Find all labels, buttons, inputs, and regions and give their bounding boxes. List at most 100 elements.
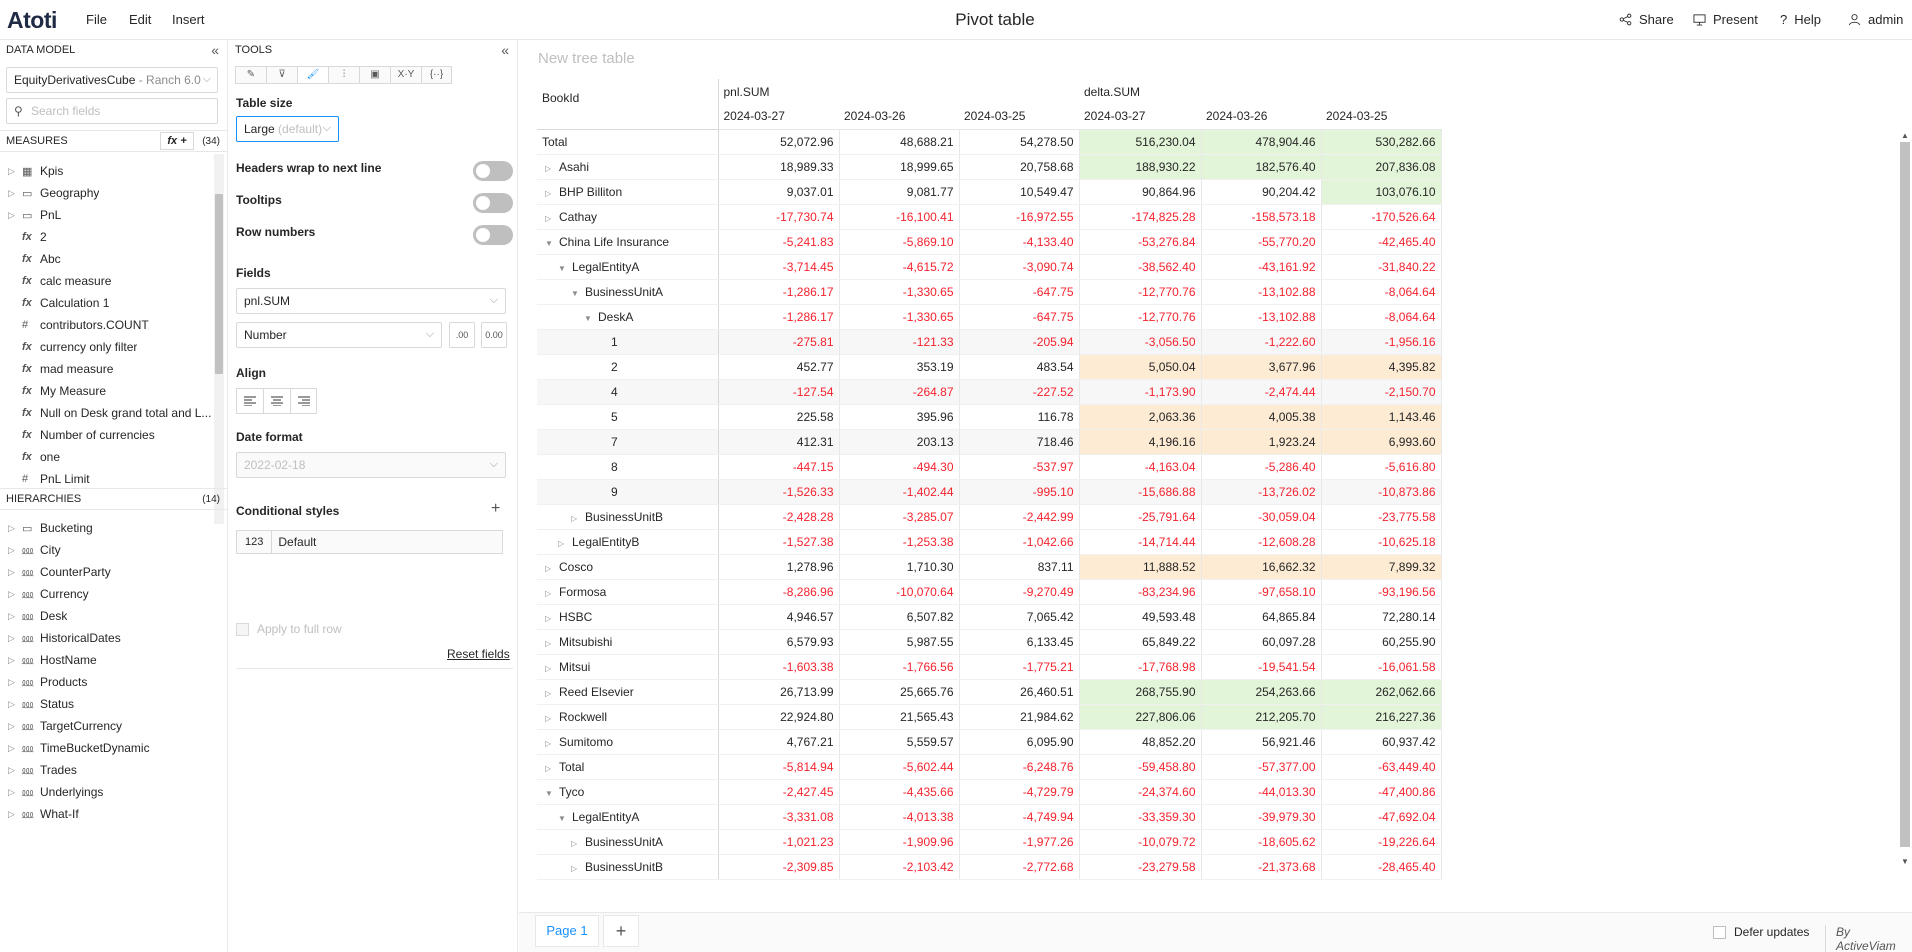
date-header[interactable]: 2024-03-26 <box>839 104 959 130</box>
tree-item[interactable]: fx Calculation 1 <box>0 292 214 314</box>
table-cell[interactable]: -995.10 <box>959 479 1080 505</box>
tree-item[interactable]: ▷ ⅏ TargetCurrency <box>0 715 214 737</box>
table-cell[interactable]: -12,770.76 <box>1079 304 1202 330</box>
table-cell[interactable]: 188,930.22 <box>1079 154 1202 180</box>
table-cell[interactable]: 412.31 <box>718 429 840 455</box>
measures-scrollbar[interactable] <box>214 154 224 524</box>
table-cell[interactable]: -158,573.18 <box>1201 204 1322 230</box>
row-member[interactable]: ▼ Tyco <box>537 779 719 805</box>
table-cell[interactable]: -170,526.64 <box>1321 204 1442 230</box>
table-cell[interactable]: 60,097.28 <box>1201 629 1322 655</box>
tree-item[interactable]: ▷ ⅏ HostName <box>0 649 214 671</box>
table-cell[interactable]: -8,286.96 <box>718 579 840 605</box>
caret-down-icon[interactable]: ▼ <box>584 313 592 323</box>
table-cell[interactable]: 22,924.80 <box>718 704 840 730</box>
row-member[interactable]: 2 <box>537 354 719 380</box>
table-cell[interactable]: -42,465.40 <box>1321 229 1442 255</box>
table-cell[interactable]: -24,374.60 <box>1079 779 1202 805</box>
table-cell[interactable]: 48,852.20 <box>1079 729 1202 755</box>
table-cell[interactable]: 212,205.70 <box>1201 704 1322 730</box>
table-cell[interactable]: 5,559.57 <box>839 729 960 755</box>
table-cell[interactable]: 48,688.21 <box>839 129 960 155</box>
table-cell[interactable]: 718.46 <box>959 429 1080 455</box>
table-cell[interactable]: 21,984.62 <box>959 704 1080 730</box>
table-cell[interactable]: 26,460.51 <box>959 679 1080 705</box>
tree-item[interactable]: fx Null on Desk grand total and L... <box>0 402 214 424</box>
measure-header-pnl[interactable]: pnl.SUM <box>723 84 770 99</box>
date-header[interactable]: 2024-03-27 <box>1079 104 1201 130</box>
table-cell[interactable]: 21,565.43 <box>839 704 960 730</box>
table-cell[interactable]: -3,090.74 <box>959 254 1080 280</box>
table-cell[interactable]: 60,255.90 <box>1321 629 1442 655</box>
table-cell[interactable]: -4,615.72 <box>839 254 960 280</box>
table-cell[interactable]: 4,395.82 <box>1321 354 1442 380</box>
table-cell[interactable]: -1,766.56 <box>839 654 960 680</box>
chevron-right-icon[interactable]: ▷ <box>8 654 15 665</box>
table-cell[interactable]: -1,173.90 <box>1079 379 1202 405</box>
date-header[interactable]: 2024-03-25 <box>959 104 1079 130</box>
defer-updates-checkbox[interactable] <box>1713 925 1726 939</box>
align-center-button[interactable] <box>263 388 290 414</box>
row-member[interactable]: 8 <box>537 454 719 480</box>
table-cell[interactable]: -10,070.64 <box>839 579 960 605</box>
table-cell[interactable]: -2,103.42 <box>839 854 960 880</box>
table-cell[interactable]: -1,909.96 <box>839 829 960 855</box>
table-cell[interactable]: 52,072.96 <box>718 129 840 155</box>
tree-item[interactable]: ▷ ⅏ Desk <box>0 605 214 627</box>
defer-updates[interactable]: Defer updates <box>1713 925 1809 939</box>
table-cell[interactable]: -33,359.30 <box>1079 804 1202 830</box>
table-cell[interactable]: -3,714.45 <box>718 254 840 280</box>
user-menu[interactable]: admin <box>1848 12 1903 27</box>
table-cell[interactable]: -83,234.96 <box>1079 579 1202 605</box>
tree-item[interactable]: ▷ ▭ PnL <box>0 204 214 226</box>
table-cell[interactable]: -19,541.54 <box>1201 654 1322 680</box>
table-cell[interactable]: -31,840.22 <box>1321 254 1442 280</box>
apply-full-row-checkbox[interactable] <box>236 622 249 636</box>
chevron-right-icon[interactable]: ▷ <box>8 165 15 176</box>
table-cell[interactable]: 353.19 <box>839 354 960 380</box>
table-cell[interactable]: 225.58 <box>718 404 840 430</box>
chevron-right-icon[interactable]: ▷ <box>8 522 15 533</box>
table-cell[interactable]: -13,102.88 <box>1201 279 1322 305</box>
row-member[interactable]: ▷ HSBC <box>537 604 719 630</box>
table-cell[interactable]: 6,133.45 <box>959 629 1080 655</box>
table-cell[interactable]: -5,616.80 <box>1321 454 1442 480</box>
style-brush-icon[interactable]: 🖌 <box>297 66 328 84</box>
menu-insert[interactable]: Insert <box>172 12 205 27</box>
table-cell[interactable]: -494.30 <box>839 454 960 480</box>
table-cell[interactable]: -12,770.76 <box>1079 279 1202 305</box>
table-cell[interactable]: 7,065.42 <box>959 604 1080 630</box>
row-member[interactable]: 7 <box>537 429 719 455</box>
tree-item[interactable]: ▷ ▭ Geography <box>0 182 214 204</box>
chevron-right-icon[interactable]: ▷ <box>8 764 15 775</box>
caret-down-icon[interactable]: ▼ <box>558 813 566 823</box>
table-cell[interactable]: -43,161.92 <box>1201 254 1322 280</box>
table-cell[interactable]: -18,605.62 <box>1201 829 1322 855</box>
row-member[interactable]: Total <box>537 129 719 155</box>
chevron-right-icon[interactable]: ▷ <box>8 676 15 687</box>
table-cell[interactable]: -4,749.94 <box>959 804 1080 830</box>
table-cell[interactable]: -1,956.16 <box>1321 329 1442 355</box>
row-numbers-toggle[interactable] <box>473 225 513 245</box>
table-cell[interactable]: -25,791.64 <box>1079 504 1202 530</box>
table-cell[interactable]: -39,979.30 <box>1201 804 1322 830</box>
tree-item[interactable]: fx currency only filter <box>0 336 214 358</box>
caret-right-icon[interactable]: ▷ <box>545 663 552 673</box>
headers-wrap-toggle[interactable] <box>473 161 513 181</box>
align-left-button[interactable] <box>236 388 263 414</box>
tree-item[interactable]: ▷ ▦ Kpis <box>0 160 214 182</box>
table-cell[interactable]: 4,005.38 <box>1201 404 1322 430</box>
decrease-decimals-button[interactable]: .00 <box>449 322 475 348</box>
table-cell[interactable]: -1,042.66 <box>959 529 1080 555</box>
table-cell[interactable]: -47,692.04 <box>1321 804 1442 830</box>
table-cell[interactable]: -16,100.41 <box>839 204 960 230</box>
table-cell[interactable]: 452.77 <box>718 354 840 380</box>
caret-right-icon[interactable]: ▷ <box>545 588 552 598</box>
caret-right-icon[interactable]: ▷ <box>545 638 552 648</box>
table-cell[interactable]: -55,770.20 <box>1201 229 1322 255</box>
table-cell[interactable]: -59,458.80 <box>1079 754 1202 780</box>
tree-item[interactable]: ▷ ⅏ TimeBucketDynamic <box>0 737 214 759</box>
table-cell[interactable]: 72,280.14 <box>1321 604 1442 630</box>
table-cell[interactable]: -2,772.68 <box>959 854 1080 880</box>
table-cell[interactable]: -1,286.17 <box>718 304 840 330</box>
